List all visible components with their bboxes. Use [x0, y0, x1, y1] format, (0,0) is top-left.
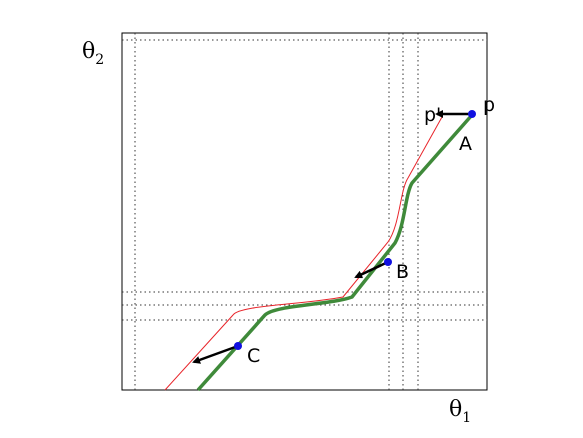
arrows [192, 110, 472, 364]
x-label-sub: 1 [462, 410, 471, 426]
point-label: A [459, 133, 472, 155]
frame [121, 32, 488, 391]
point-label: C [247, 345, 260, 367]
point-label: p [483, 94, 495, 116]
x-label-base: θ [449, 397, 462, 422]
point-label: p' [424, 104, 441, 126]
dotted-guides [122, 33, 487, 390]
y-label-sub: 2 [95, 52, 104, 68]
points [234, 110, 476, 350]
point-label: B [396, 261, 409, 283]
y-axis-label: θ2 [82, 39, 104, 68]
green-curve [196, 113, 474, 392]
x-axis-label: θ1 [449, 397, 471, 426]
y-label-base: θ [82, 39, 95, 64]
red-curve [164, 116, 443, 391]
